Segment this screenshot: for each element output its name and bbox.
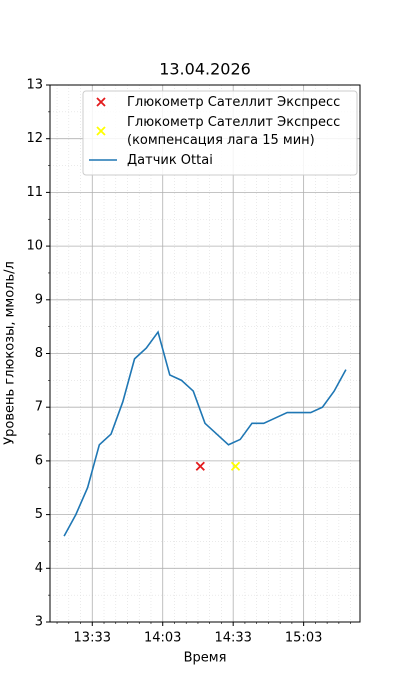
chart-title: 13.04.2026 (159, 60, 251, 79)
x-tick-label: 14:03 (144, 631, 181, 646)
y-tick-label: 8 (35, 346, 43, 361)
x-tick-label: 15:03 (285, 631, 322, 646)
legend-label: Глюкометр Сателлит Экспресс (127, 95, 340, 110)
legend: Глюкометр Сателлит Экспресс Глюкометр Сат… (82, 90, 358, 176)
y-tick-label: 13 (26, 78, 43, 93)
legend-label: Глюкометр Сателлит Экспресс (компенсация … (127, 115, 340, 148)
y-tick-label: 9 (35, 292, 43, 307)
legend-label: Датчик Ottai (127, 153, 213, 168)
legend-box (82, 90, 358, 176)
y-tick-label: 6 (35, 453, 43, 468)
x-tick-label: 14:33 (214, 631, 251, 646)
axes: 3 4 5 6 7 8 9 10 11 12 13 13:33 14:03 14:33 15:03 (26, 78, 351, 646)
y-tick-label: 10 (26, 239, 43, 254)
line-series (63, 330, 347, 537)
y-tick-label: 12 (26, 131, 43, 146)
y-tick-label: 4 (35, 561, 43, 576)
y-axis-label: Уровень глюкозы, ммоль/л (3, 261, 18, 445)
y-tick-label: 7 (35, 400, 43, 415)
plot (63, 330, 347, 537)
legend-swatch (96, 97, 106, 107)
legend-swatch (96, 126, 106, 136)
y-tick-label: 3 (35, 615, 43, 630)
scatter-point (230, 461, 241, 471)
scatter-point (195, 461, 205, 471)
y-tick-label: 11 (26, 185, 43, 200)
x-axis-label: Время (184, 651, 227, 666)
y-tick-label: 5 (35, 507, 43, 522)
grid (50, 84, 360, 623)
x-tick-label: 13:33 (74, 631, 111, 646)
